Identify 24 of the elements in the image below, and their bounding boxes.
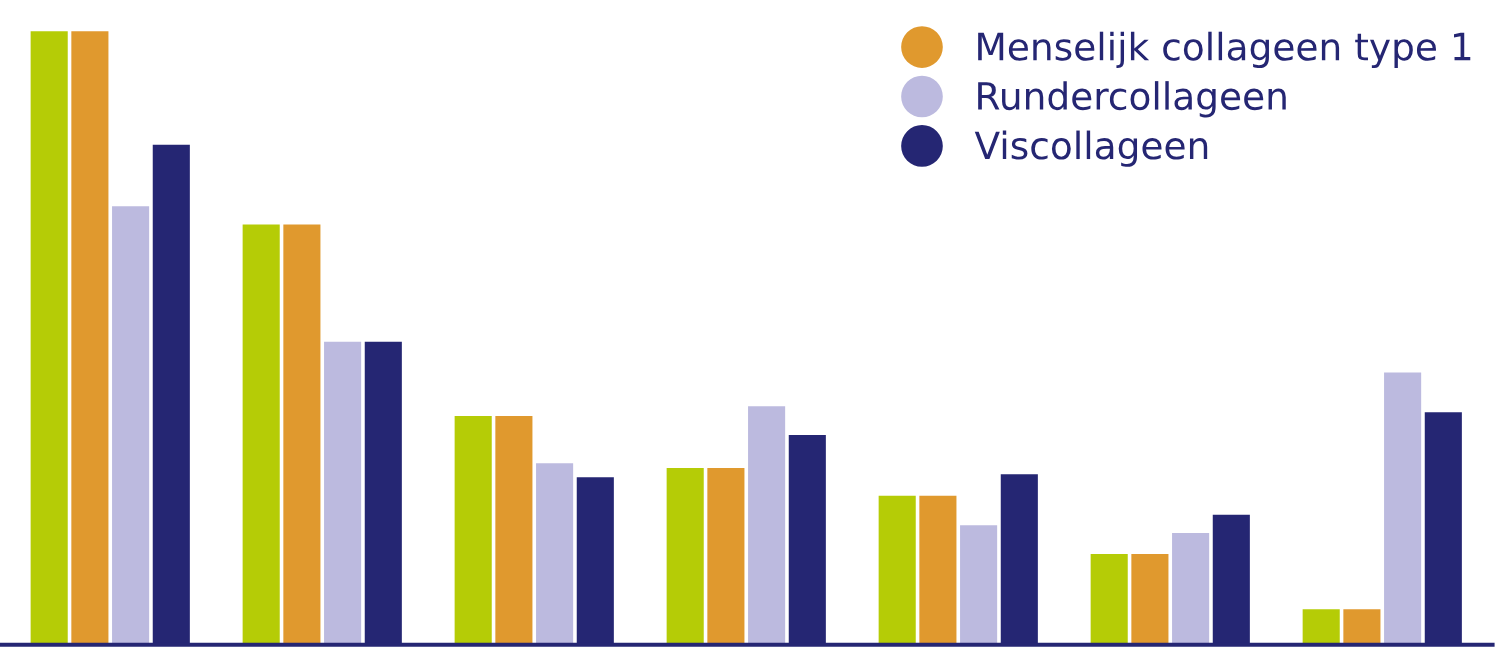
legend-label: Rundercollageen [978,81,1286,118]
bar [960,525,998,645]
bar [707,468,745,645]
bar [1172,533,1210,645]
bar [748,406,786,645]
bar [1302,609,1340,645]
bar [666,468,704,645]
bar [1343,609,1381,645]
bar [324,341,362,645]
bar [878,495,916,645]
bar [283,224,321,645]
bar [242,224,280,645]
bar [919,495,957,645]
bar [1090,553,1128,645]
bar [536,463,574,645]
bar [71,31,109,645]
legend-label: Viscollageen [974,130,1208,167]
bar [30,31,68,645]
bar [112,206,150,645]
bar [1384,372,1422,645]
bar [454,415,492,645]
legend-label: Menselijk collageen type 1 [978,31,1471,68]
bar [495,415,533,645]
bar [1131,553,1169,645]
